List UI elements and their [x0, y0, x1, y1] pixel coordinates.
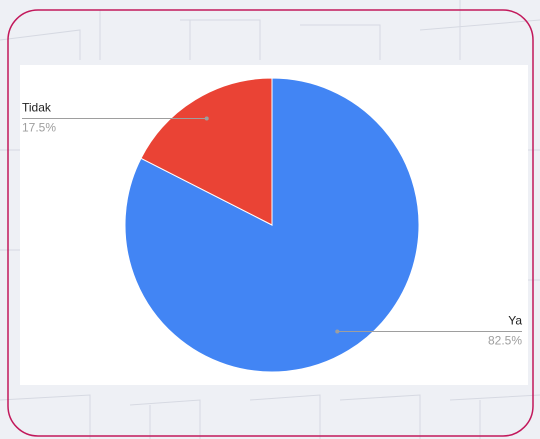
- pie-slice: [140, 77, 273, 226]
- leader-dot: [335, 329, 340, 334]
- leader-dot: [204, 116, 209, 121]
- slice-value-label: 17.5%: [22, 120, 56, 134]
- frame: [7, 9, 534, 437]
- pie: Ya 82.5% Tidak 17.5%: [22, 77, 522, 373]
- slice-label: Tidak: [22, 100, 52, 114]
- slice-label: Ya: [508, 314, 522, 328]
- slice-value-label: 82.5%: [488, 334, 522, 348]
